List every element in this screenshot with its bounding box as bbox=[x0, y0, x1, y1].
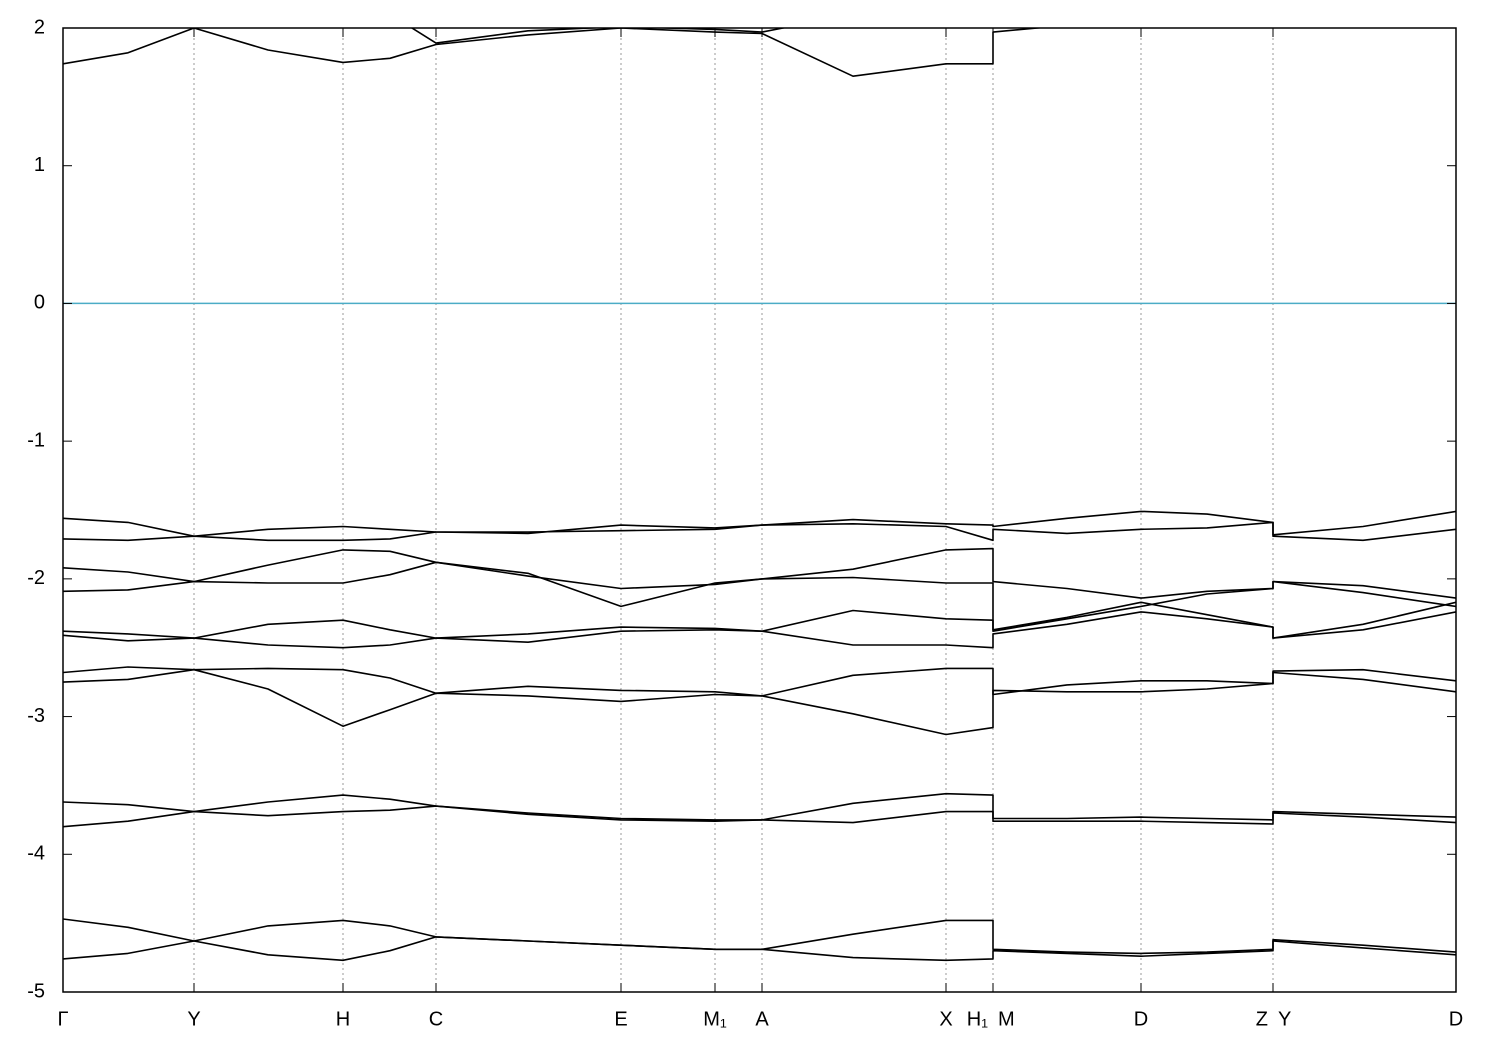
x-tick-label: X bbox=[939, 1008, 952, 1030]
y-tick-label: 1 bbox=[34, 154, 45, 176]
x-tick-label: A bbox=[755, 1008, 769, 1030]
x-tick-label: H₁ bbox=[967, 1008, 988, 1030]
bands-layer bbox=[63, 28, 1456, 962]
band-line bbox=[63, 510, 1456, 537]
x-tick-label: Y bbox=[187, 1008, 200, 1030]
band-line bbox=[63, 666, 1456, 697]
band-line bbox=[63, 561, 1456, 639]
x-tick-label: H bbox=[336, 1008, 350, 1030]
y-tick-label: -3 bbox=[27, 705, 45, 727]
x-tick-label: M bbox=[998, 1008, 1015, 1030]
band-line bbox=[63, 936, 1456, 962]
x-tick-label: D bbox=[1134, 1008, 1148, 1030]
band-line bbox=[63, 521, 1456, 542]
grid-layer bbox=[62, 28, 1457, 992]
x-tick-label: Γ bbox=[57, 1008, 68, 1030]
band-line bbox=[63, 668, 1456, 736]
x-tick-label: M₁ bbox=[703, 1008, 727, 1030]
band-line bbox=[63, 611, 1456, 649]
y-tick-label: -5 bbox=[27, 980, 45, 1002]
plot-frame bbox=[62, 27, 1457, 993]
band-line bbox=[63, 792, 1456, 821]
x-tick-label: D bbox=[1449, 1008, 1463, 1030]
y-tick-label: -2 bbox=[27, 567, 45, 589]
x-tick-label: C bbox=[429, 1008, 443, 1030]
x-tick-label: E bbox=[614, 1008, 627, 1030]
x-tick-label: Z bbox=[1256, 1008, 1268, 1030]
y-tick-label: 0 bbox=[34, 292, 45, 314]
band-line bbox=[63, 580, 1456, 639]
band-line bbox=[63, 805, 1456, 828]
y-tick-label: -1 bbox=[27, 429, 45, 451]
x-tick-label: Y bbox=[1278, 1008, 1291, 1030]
y-tick-label: 2 bbox=[34, 16, 45, 38]
band-line bbox=[63, 28, 1046, 77]
band-line bbox=[63, 918, 1456, 955]
y-tick-label: -4 bbox=[27, 843, 45, 865]
band-line bbox=[63, 547, 1456, 599]
band-line bbox=[190, 28, 787, 44]
